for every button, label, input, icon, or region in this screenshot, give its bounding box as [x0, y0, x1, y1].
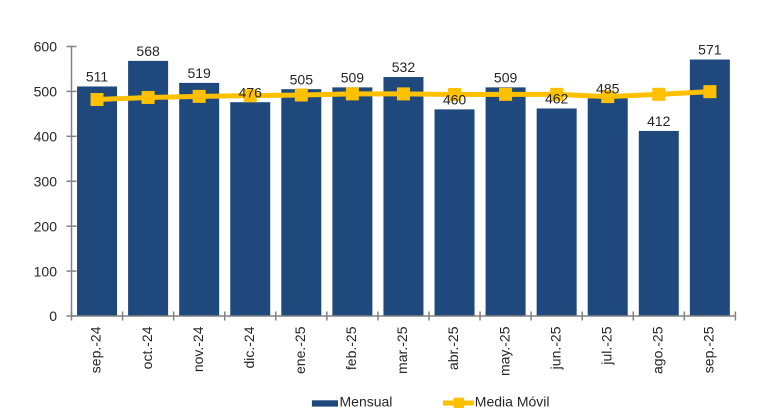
svg-text:oct.-24: oct.-24 [139, 326, 155, 369]
svg-text:571: 571 [698, 42, 722, 58]
svg-text:505: 505 [290, 71, 314, 87]
svg-text:412: 412 [647, 113, 671, 129]
svg-text:jul.-25: jul.-25 [598, 326, 614, 365]
svg-text:ago.-25: ago.-25 [649, 326, 665, 374]
svg-text:600: 600 [34, 39, 58, 55]
svg-text:100: 100 [34, 263, 58, 279]
svg-text:300: 300 [34, 173, 58, 189]
svg-text:462: 462 [545, 91, 569, 107]
svg-text:509: 509 [494, 70, 518, 86]
svg-text:abr.-25: abr.-25 [445, 326, 461, 370]
svg-text:519: 519 [187, 65, 211, 81]
svg-text:feb.-25: feb.-25 [343, 326, 359, 370]
svg-text:400: 400 [34, 129, 58, 145]
svg-text:jun.-25: jun.-25 [547, 326, 563, 370]
svg-text:Media Móvil: Media Móvil [475, 394, 550, 410]
svg-text:sep.-25: sep.-25 [701, 326, 717, 373]
svg-text:sep.-24: sep.-24 [88, 326, 104, 373]
svg-text:511: 511 [86, 69, 109, 85]
svg-text:509: 509 [341, 70, 365, 86]
svg-text:460: 460 [443, 92, 467, 108]
svg-text:mar.-25: mar.-25 [394, 326, 410, 374]
svg-text:dic.-24: dic.-24 [241, 326, 257, 368]
svg-text:200: 200 [34, 218, 58, 234]
svg-text:476: 476 [239, 84, 263, 100]
svg-text:532: 532 [392, 59, 416, 75]
svg-text:Mensual: Mensual [340, 394, 393, 410]
svg-text:0: 0 [49, 308, 57, 324]
svg-text:485: 485 [596, 80, 620, 96]
svg-text:ene.-25: ene.-25 [292, 326, 308, 374]
svg-text:568: 568 [136, 43, 160, 59]
svg-text:500: 500 [34, 84, 58, 100]
svg-text:nov.-24: nov.-24 [190, 326, 206, 372]
svg-text:may.-25: may.-25 [496, 326, 512, 376]
